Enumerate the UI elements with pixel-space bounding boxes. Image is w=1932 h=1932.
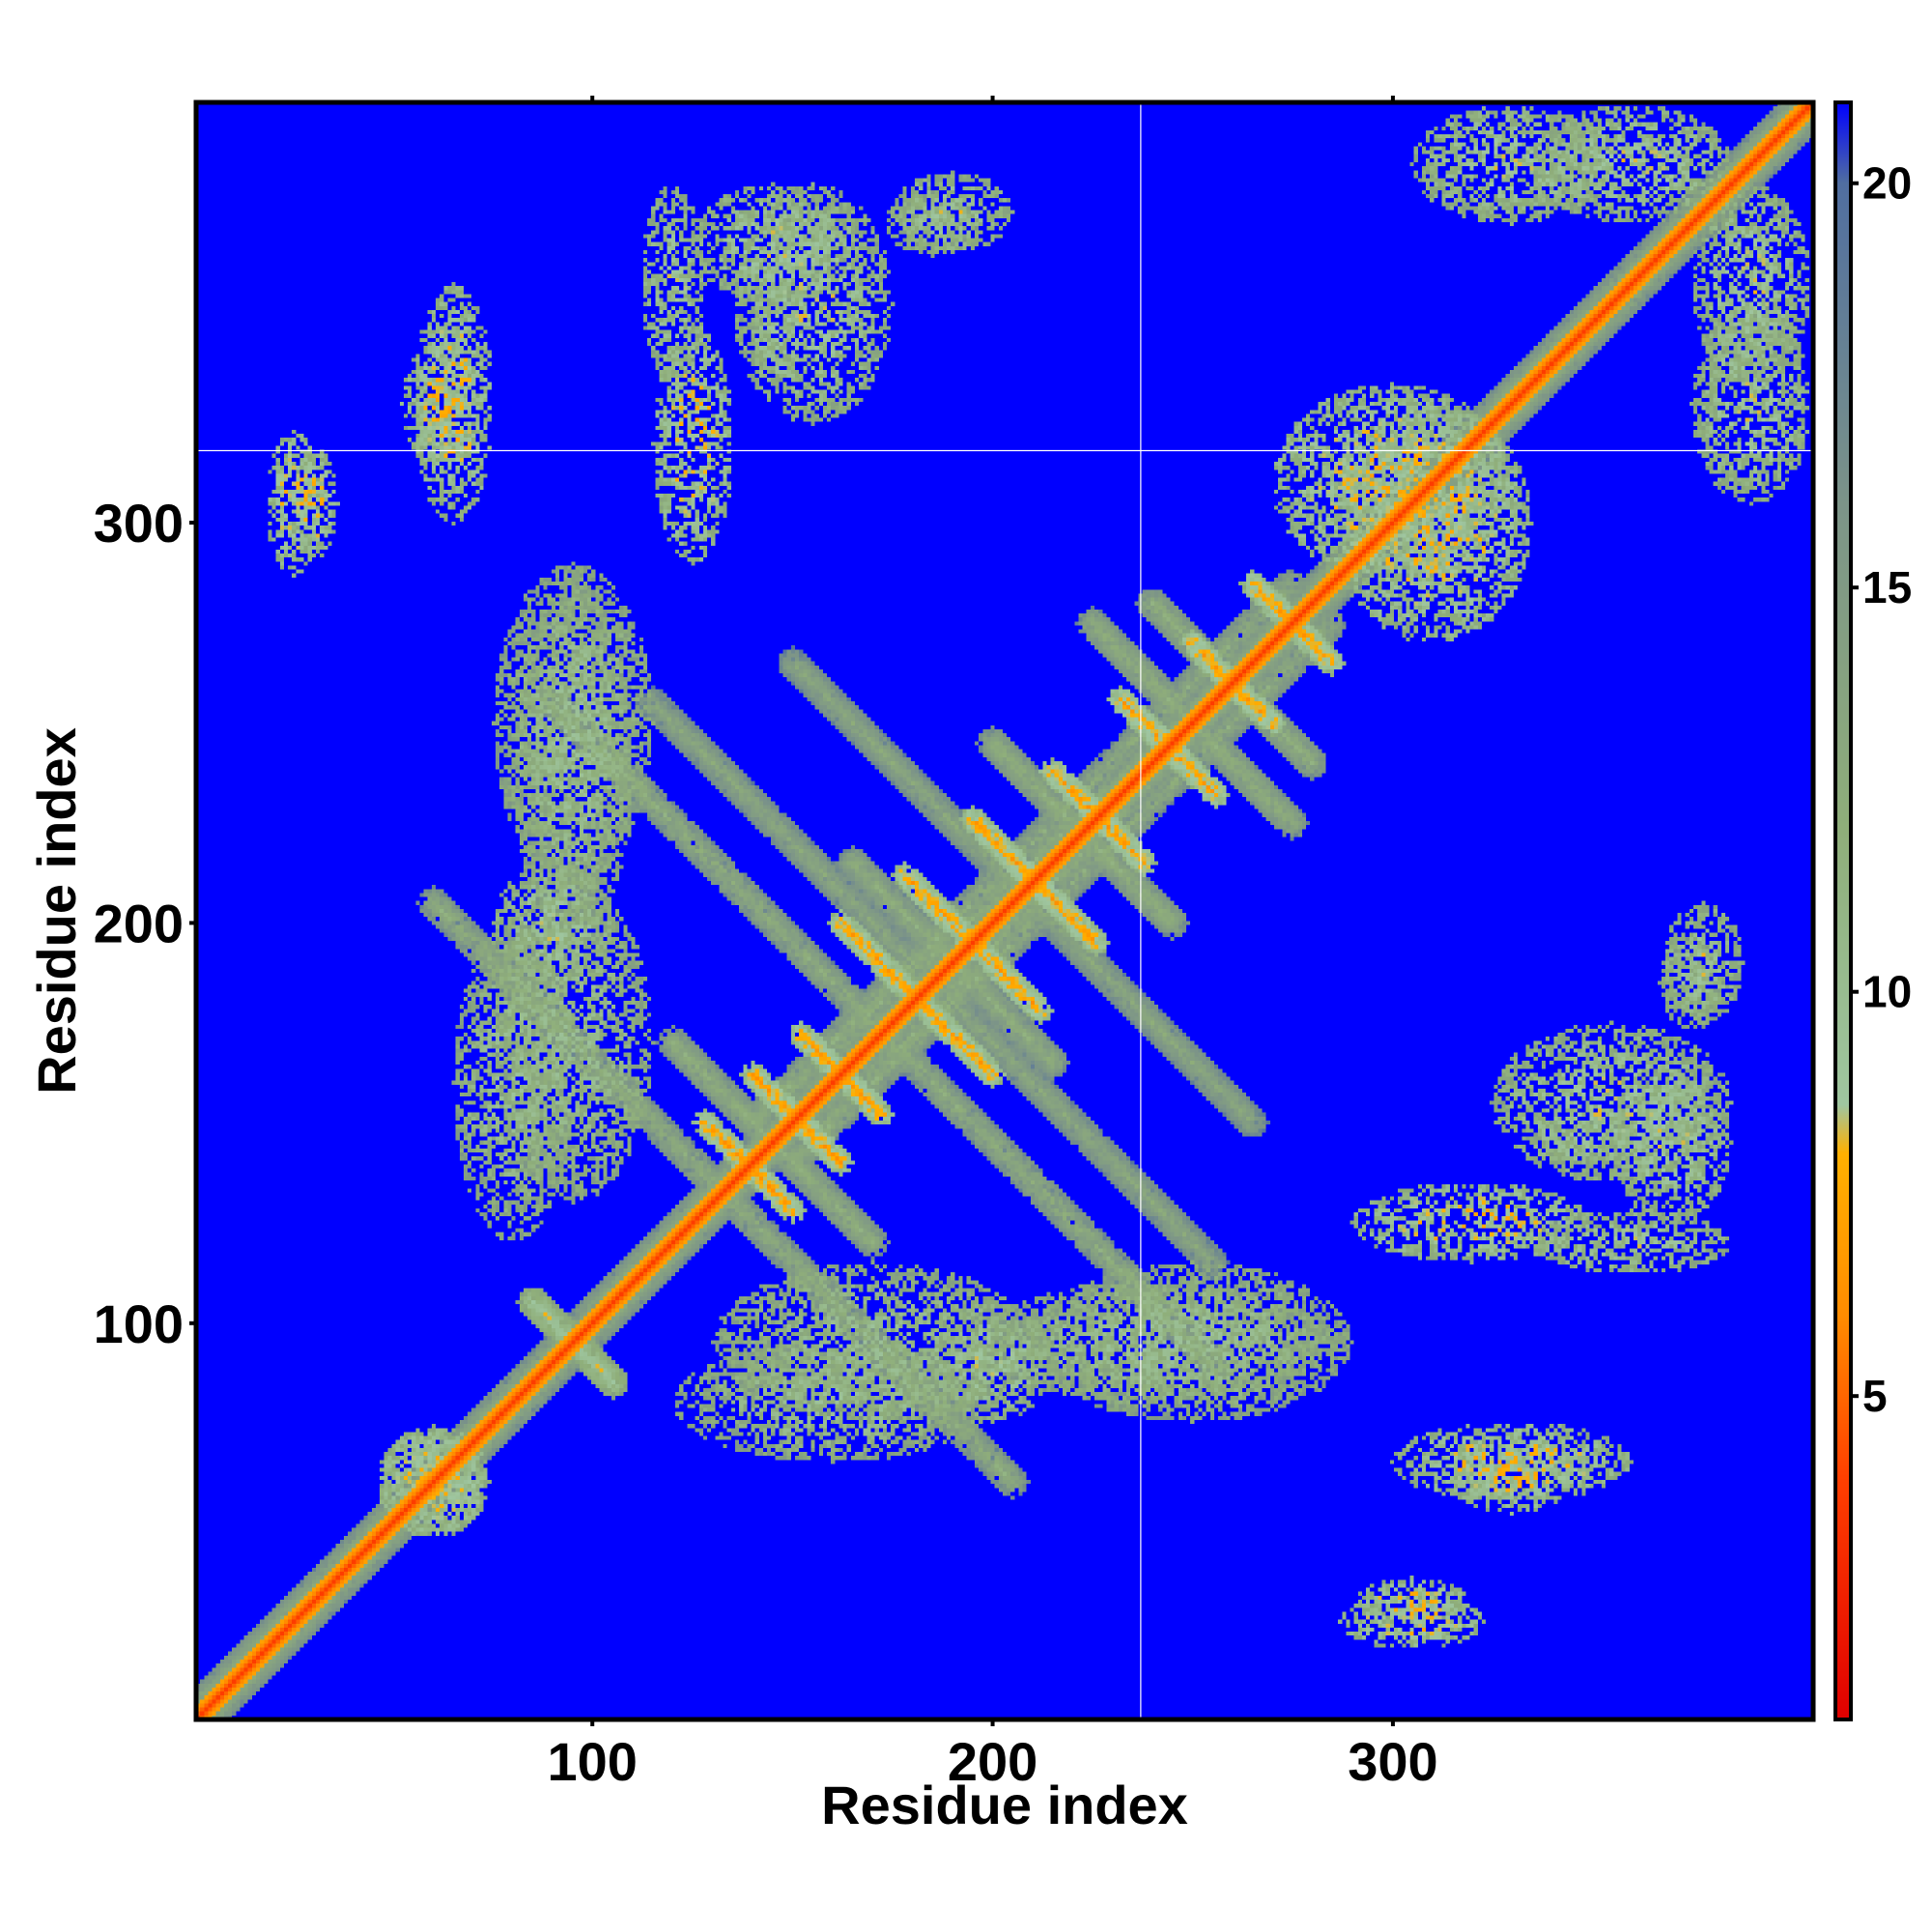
colorbar-ticks: 5 10 15 20 [1851,158,1912,1421]
heatmap-plot-area [196,102,1813,1719]
x-tick-label: 300 [1348,1731,1437,1792]
colorbar-tick-label: 15 [1862,562,1912,612]
y-tick-label: 100 [94,1293,184,1354]
colorbar-tick-label: 5 [1862,1371,1888,1421]
x-tick-label: 200 [948,1731,1037,1792]
y-tick-label: 200 [94,893,184,953]
colorbar-tick-label: 10 [1862,967,1912,1017]
colorbar-tick-label: 20 [1862,158,1912,209]
colorbar [1833,100,1853,1721]
y-axis-ticks: 100 200 300 [94,493,196,1354]
x-axis-ticks: 100 200 300 [547,96,1438,1792]
y-tick-label: 300 [94,493,184,554]
y-axis-title: Residue index [26,727,87,1094]
x-tick-label: 100 [547,1731,637,1792]
heatmap-cells [196,102,1813,1719]
x-axis-title: Residue index [821,1775,1188,1835]
plot-frame [193,99,1816,1722]
